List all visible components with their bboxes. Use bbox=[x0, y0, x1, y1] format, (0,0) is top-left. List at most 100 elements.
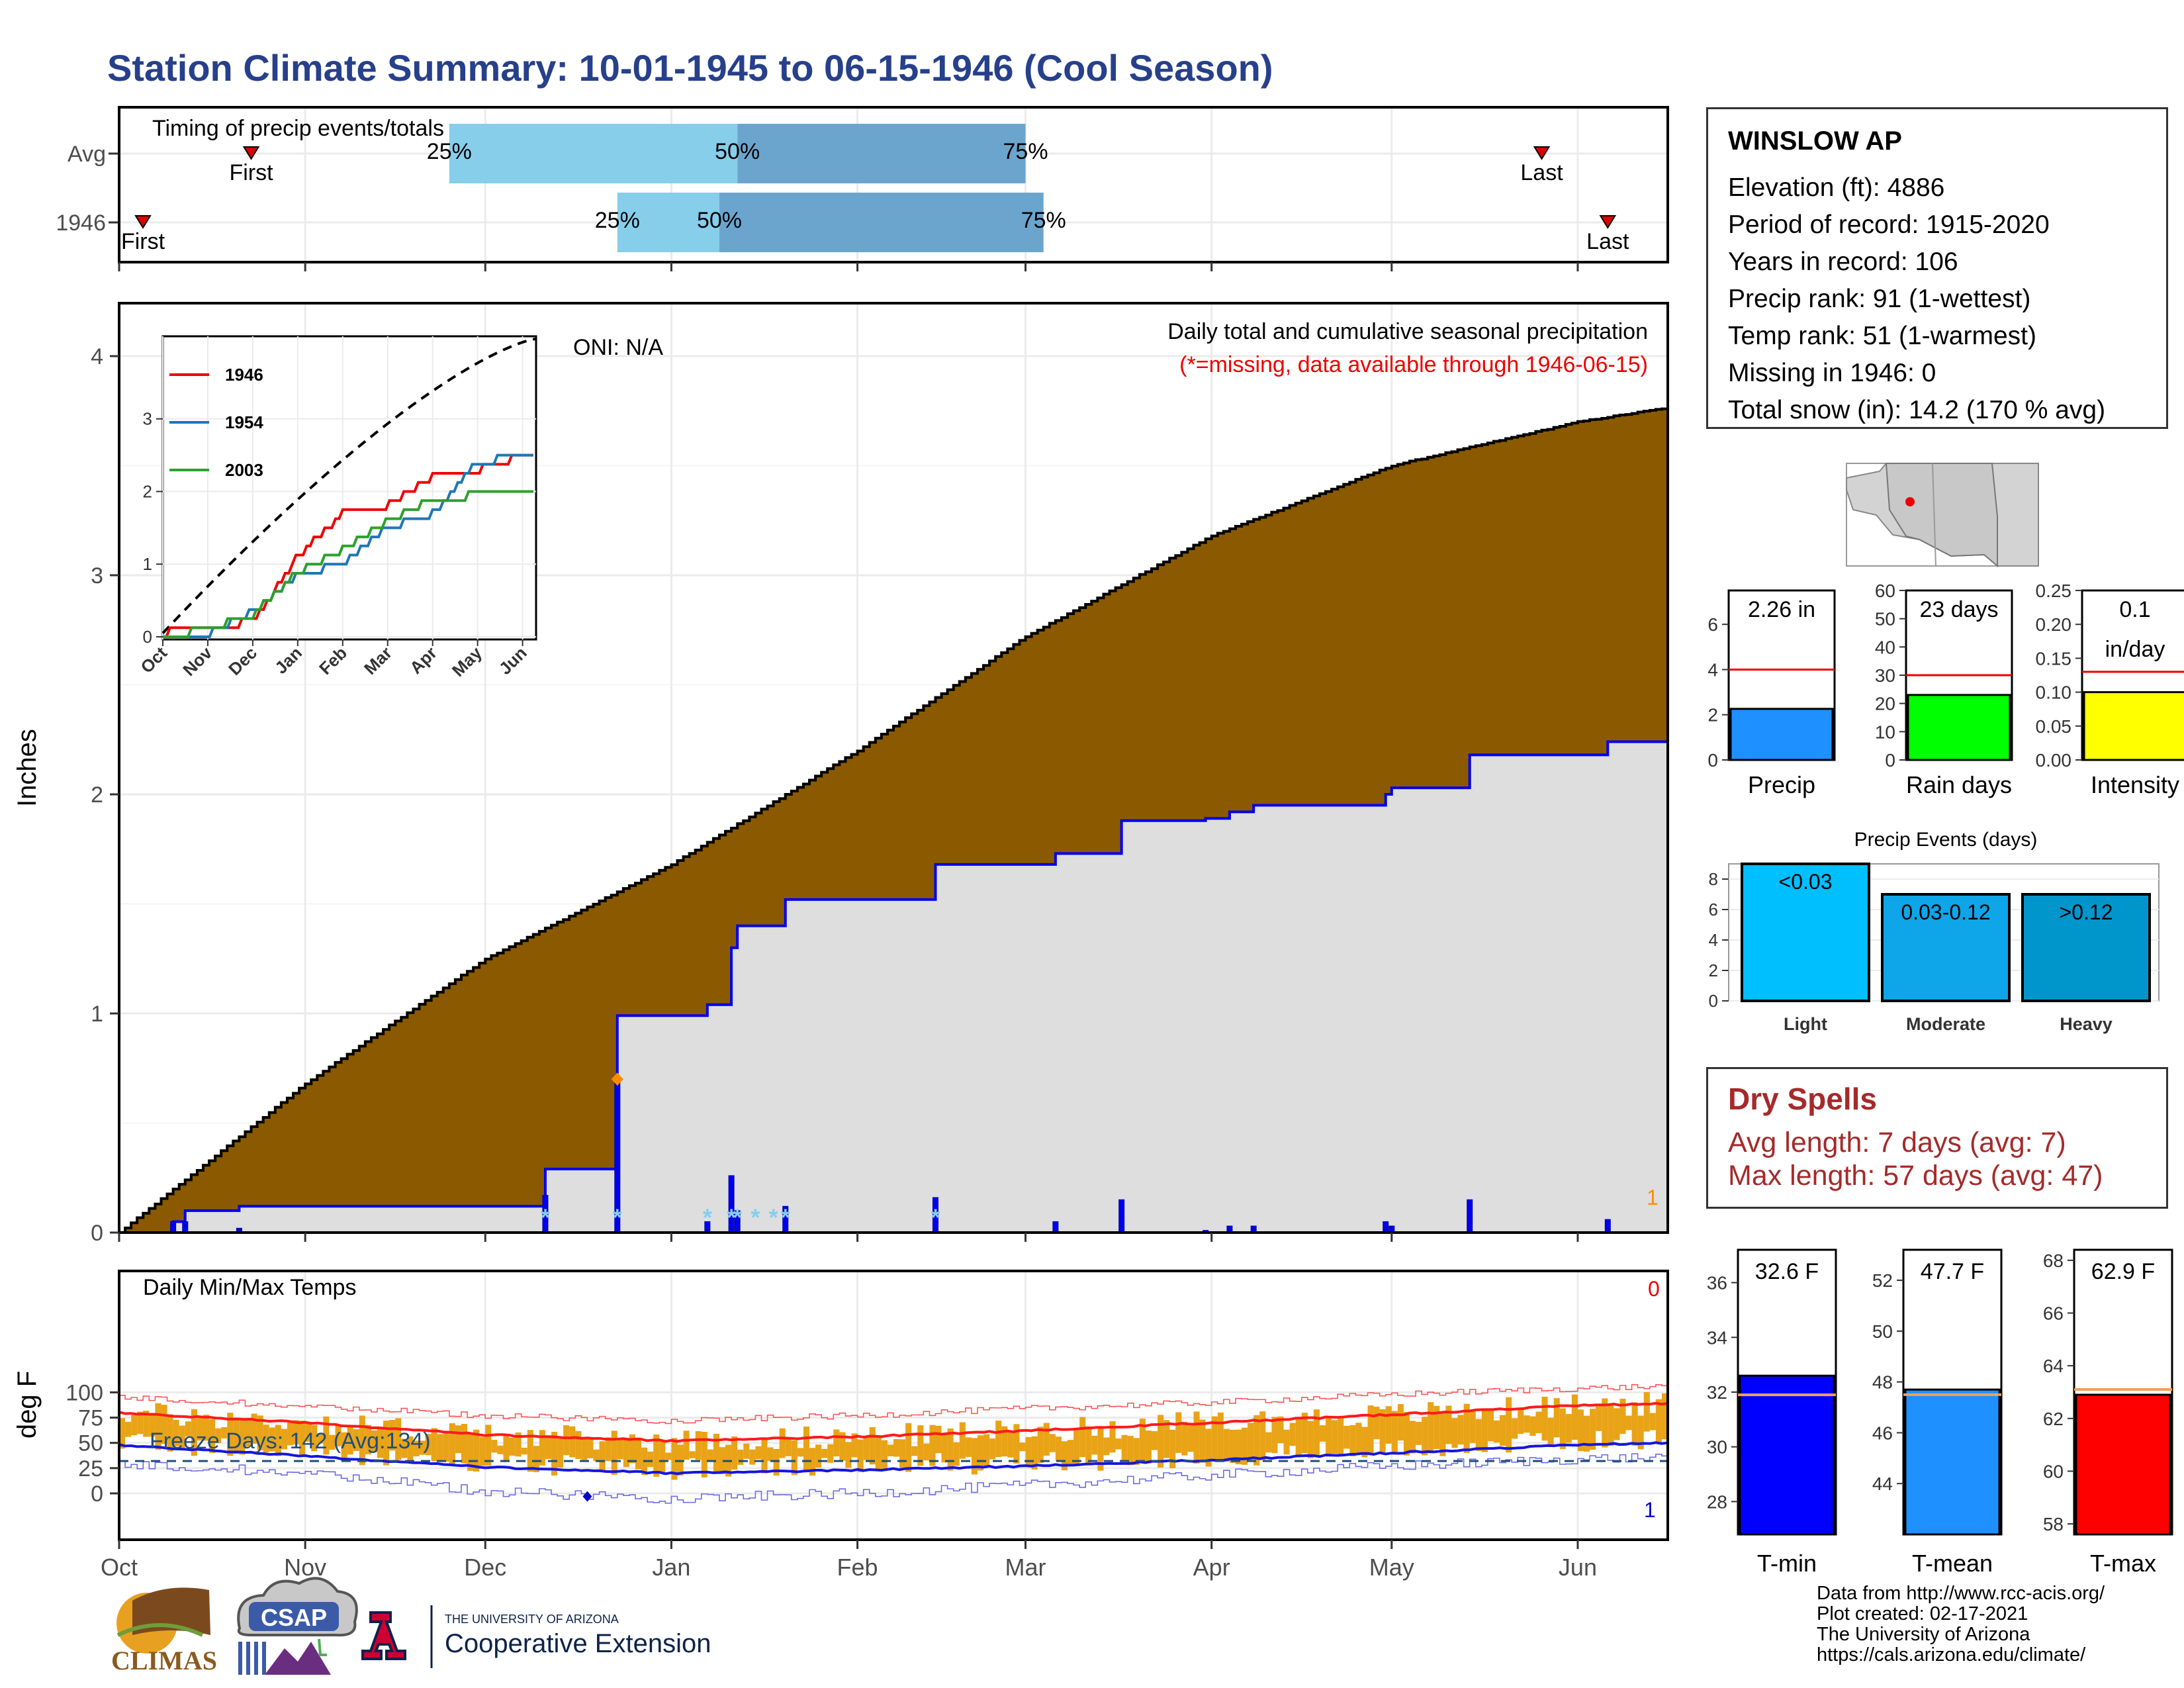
daily-temp-bar bbox=[1037, 1427, 1044, 1464]
daily-temp-bar bbox=[1631, 1402, 1638, 1446]
daily-temp-bar bbox=[893, 1438, 900, 1457]
daily-temp-bar bbox=[917, 1425, 924, 1466]
daily-temp-bar bbox=[239, 1419, 246, 1455]
temp-bar-tick: 68 bbox=[2043, 1250, 2064, 1271]
daily-temp-bar bbox=[1205, 1429, 1212, 1467]
month-label: Nov bbox=[284, 1554, 326, 1581]
timing-label-last: Last bbox=[1586, 229, 1629, 254]
daily-temp-bar bbox=[1590, 1409, 1596, 1450]
daily-temp-bar bbox=[1055, 1436, 1062, 1462]
daily-temp-bar bbox=[1115, 1438, 1122, 1450]
station-line: Period of record: 1915-2020 bbox=[1728, 211, 2050, 239]
daily-temp-bar bbox=[1133, 1438, 1140, 1465]
daily-temp-bar bbox=[161, 1405, 167, 1444]
record-min-line bbox=[119, 1453, 1668, 1504]
daily-temp-bar bbox=[1085, 1426, 1092, 1463]
daily-temp-bar bbox=[533, 1446, 539, 1472]
precip-event-bar bbox=[2021, 893, 2151, 1002]
dry-spells-avg: Avg length: 7 days (avg: 7) bbox=[1728, 1127, 2066, 1158]
daily-temp-bar bbox=[1253, 1415, 1260, 1466]
daily-temp-bar bbox=[899, 1439, 906, 1470]
precip-event-bar bbox=[1881, 893, 2011, 1002]
timing-marker-first bbox=[134, 215, 152, 229]
daily-temp-bar bbox=[1223, 1429, 1230, 1462]
daily-temp-bar bbox=[1428, 1402, 1434, 1454]
daily-temp-bar bbox=[185, 1421, 191, 1436]
daily-precip-bar bbox=[1052, 1221, 1059, 1233]
daily-temp-bar bbox=[503, 1436, 510, 1462]
temp-background bbox=[119, 1271, 1668, 1540]
daily-temp-bar bbox=[1547, 1417, 1554, 1447]
daily-temp-bar bbox=[1019, 1442, 1026, 1452]
mini-bar-tick: 0.15 bbox=[2036, 648, 2072, 669]
mini-bar-value: 2.26 in bbox=[1748, 597, 1815, 622]
timing-panel: 25% 50% 75% First Last Avg 25% 50% 75% First Last 1… bbox=[56, 106, 1669, 271]
daily-temp-bar bbox=[269, 1427, 275, 1452]
daily-temp-bar bbox=[569, 1426, 576, 1458]
precip-event-bar-label: 0.03-0.12 bbox=[1901, 900, 1990, 924]
daily-temp-bar bbox=[617, 1440, 623, 1460]
timing-pct-75: 75% bbox=[1003, 139, 1048, 164]
events-tick: 4 bbox=[1709, 930, 1718, 950]
daily-temp-bar bbox=[1068, 1440, 1074, 1465]
csap-badge bbox=[249, 1602, 339, 1631]
daily-temp-bar bbox=[293, 1420, 300, 1444]
mini-bar-label: Precip bbox=[1748, 771, 1815, 798]
daily-temp-bar bbox=[167, 1414, 173, 1452]
daily-temp-bar bbox=[1277, 1416, 1284, 1444]
daily-temp-bar bbox=[515, 1432, 522, 1457]
precip-event-category: Moderate bbox=[1906, 1014, 1985, 1034]
temp-bar-tick: 50 bbox=[1872, 1321, 1893, 1342]
daily-temp-bar bbox=[1524, 1415, 1530, 1433]
daily-temp-bar bbox=[203, 1415, 210, 1441]
timing-label-first: First bbox=[229, 160, 273, 185]
daily-temp-bar bbox=[1163, 1420, 1170, 1458]
daily-temp-bar bbox=[281, 1429, 287, 1450]
timing-label-first: First bbox=[121, 229, 165, 254]
temp-bar-value: 32.6 F bbox=[1755, 1259, 1819, 1284]
y-tick-label: 75 bbox=[78, 1406, 103, 1431]
snow-marker: * bbox=[703, 1203, 712, 1231]
daily-temp-bar bbox=[311, 1425, 318, 1452]
mini-bar-value-unit: in/day bbox=[2105, 637, 2165, 662]
daily-temp-bar bbox=[509, 1437, 516, 1456]
daily-temp-bar bbox=[689, 1451, 696, 1458]
daily-temp-bar bbox=[305, 1423, 312, 1442]
daily-temp-bar bbox=[473, 1429, 480, 1472]
daily-temp-bar bbox=[521, 1447, 527, 1455]
daily-temp-bar bbox=[1158, 1415, 1164, 1468]
daily-temp-bar bbox=[857, 1439, 864, 1472]
mini-bar-tick: 60 bbox=[1875, 581, 1895, 601]
daily-temp-bar bbox=[341, 1432, 347, 1462]
daily-temp-bar bbox=[137, 1411, 144, 1434]
mini-bar-tick: 0.05 bbox=[2036, 716, 2072, 737]
avg-accumulation-line bbox=[118, 407, 1669, 1234]
month-label: Jun bbox=[1559, 1554, 1597, 1581]
daily-temp-bar bbox=[233, 1417, 240, 1454]
daily-temp-bar bbox=[119, 1418, 126, 1449]
events-tick: 6 bbox=[1709, 900, 1718, 919]
temp-bar-tick: 36 bbox=[1707, 1273, 1727, 1293]
precip-caption: Daily total and cumulative seasonal prec… bbox=[1167, 319, 1648, 344]
daily-temp-bar bbox=[833, 1429, 840, 1457]
inset-avg-line bbox=[161, 338, 537, 634]
daily-temp-bar bbox=[257, 1415, 263, 1450]
daily-temp-bar bbox=[767, 1447, 774, 1462]
precip-missing-note: (*=missing, data available through 1946-… bbox=[1179, 352, 1648, 377]
year-accumulation-area bbox=[119, 741, 1668, 1233]
daily-temp-bar bbox=[1242, 1427, 1248, 1465]
daily-temp-bar bbox=[923, 1443, 930, 1461]
daily-temp-bar bbox=[359, 1415, 365, 1466]
mini-bar-tick: 0.10 bbox=[2036, 682, 2072, 703]
mini-bar bbox=[2083, 691, 2184, 761]
dry-spells-title: Dry Spells bbox=[1728, 1082, 1877, 1116]
daily-temp-bar bbox=[1481, 1409, 1488, 1452]
mini-bar bbox=[1907, 694, 2011, 761]
daily-temp-bar bbox=[953, 1442, 960, 1466]
daily-temp-bar bbox=[1416, 1421, 1422, 1445]
daily-temp-bar bbox=[815, 1444, 822, 1468]
daily-temp-bar bbox=[1049, 1434, 1056, 1452]
daily-temp-bar bbox=[413, 1440, 420, 1457]
timing-bar-q50-q75 bbox=[737, 124, 1026, 183]
daily-temp-bar bbox=[1091, 1435, 1098, 1455]
